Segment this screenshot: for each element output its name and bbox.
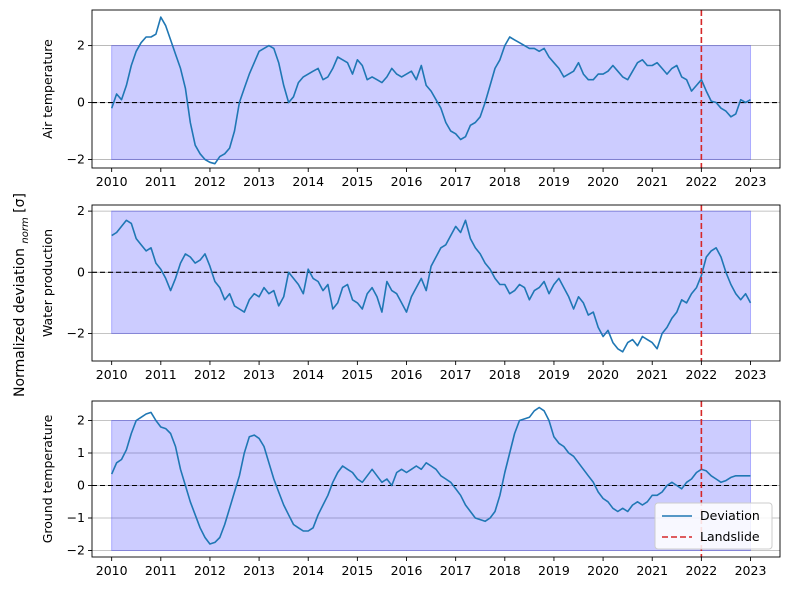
x-tick-label: 2015 <box>341 367 373 382</box>
x-tick-label: 2015 <box>341 174 373 189</box>
x-tick-label: 2017 <box>440 174 472 189</box>
deviation-series-line <box>110 406 751 545</box>
panel-y-axis-label: Air temperature <box>40 39 55 139</box>
x-tick-label: 2016 <box>391 367 423 382</box>
x-tick-label: 2011 <box>145 174 177 189</box>
x-tick-label: 2016 <box>391 174 423 189</box>
panel-1: −2 0 2 2010 2011 2012 2013 2014 2015 2016 2017 2018… <box>40 9 781 189</box>
y-tick-label: 2 <box>77 203 85 218</box>
x-tick-label: 2018 <box>489 367 521 382</box>
panel-2: −2 0 2 2010 2011 2012 2013 2014 2015 2016 2017 2018… <box>40 203 781 382</box>
panel-3: −2 −1 0 1 2 2010 2011 2012 2013 2014 2015 2016 2017 2… <box>40 400 781 578</box>
y-tick-label: −1 <box>67 510 85 525</box>
deviation-series-line <box>111 219 752 353</box>
axes-frame <box>91 400 781 558</box>
x-tick-label: 2010 <box>96 563 128 578</box>
x-tick-label: 2017 <box>440 367 472 382</box>
x-tick-label: 2011 <box>145 367 177 382</box>
x-tick-label: 2010 <box>96 367 128 382</box>
x-tick-label: 2022 <box>685 563 717 578</box>
y-tick-label: −2 <box>67 151 85 166</box>
x-tick-label: 2023 <box>735 367 767 382</box>
x-tick-label: 2012 <box>194 367 226 382</box>
x-tick-label: 2011 <box>145 563 177 578</box>
shared-y-axis-label: Normalized deviation norm [σ] <box>12 193 31 397</box>
x-tick-label: 2018 <box>489 563 521 578</box>
x-tick-label: 2014 <box>292 563 324 578</box>
x-tick-label: 2019 <box>538 563 570 578</box>
x-tick-label: 2020 <box>587 563 619 578</box>
ylabel-subscript: norm <box>20 217 31 244</box>
y-tick-label: 2 <box>77 413 85 428</box>
y-tick-label: 0 <box>77 95 85 110</box>
x-tick-label: 2017 <box>440 563 472 578</box>
x-tick-label: 2021 <box>636 563 668 578</box>
axes-frame <box>91 9 781 169</box>
x-tick-label: 2023 <box>735 174 767 189</box>
x-tick-label: 2013 <box>243 174 275 189</box>
x-tick-label: 2021 <box>636 367 668 382</box>
panel-y-axis-label: Ground temperature <box>40 414 55 543</box>
ylabel-main: Normalized deviation <box>12 244 28 397</box>
legend: Deviation Landslide <box>654 502 773 550</box>
x-tick-label: 2020 <box>587 174 619 189</box>
panel-y-axis-label: Water production <box>40 229 55 337</box>
x-tick-label: 2014 <box>292 367 324 382</box>
x-tick-label: 2012 <box>194 174 226 189</box>
x-tick-label: 2016 <box>391 563 423 578</box>
legend-deviation-label: Deviation <box>700 508 760 523</box>
x-tick-label: 2023 <box>735 563 767 578</box>
x-tick-label: 2010 <box>96 174 128 189</box>
x-tick-label: 2013 <box>243 563 275 578</box>
x-tick-label: 2022 <box>685 174 717 189</box>
x-tick-label: 2015 <box>341 563 373 578</box>
y-tick-label: −2 <box>67 325 85 340</box>
ylabel-tail: [σ] <box>12 193 28 217</box>
y-tick-label: 1 <box>77 445 85 460</box>
y-tick-label: 0 <box>77 264 85 279</box>
x-tick-label: 2014 <box>292 174 324 189</box>
axes-frame <box>91 204 781 362</box>
x-tick-label: 2012 <box>194 563 226 578</box>
y-tick-label: 0 <box>77 478 85 493</box>
x-tick-label: 2020 <box>587 367 619 382</box>
x-tick-label: 2013 <box>243 367 275 382</box>
x-tick-label: 2019 <box>538 174 570 189</box>
y-tick-label: −2 <box>67 543 85 558</box>
x-tick-label: 2019 <box>538 367 570 382</box>
x-tick-label: 2021 <box>636 174 668 189</box>
x-tick-label: 2018 <box>489 174 521 189</box>
deviation-series-line <box>110 16 751 165</box>
x-tick-label: 2022 <box>685 367 717 382</box>
legend-landslide-label: Landslide <box>700 529 760 544</box>
y-tick-label: 2 <box>77 38 85 53</box>
